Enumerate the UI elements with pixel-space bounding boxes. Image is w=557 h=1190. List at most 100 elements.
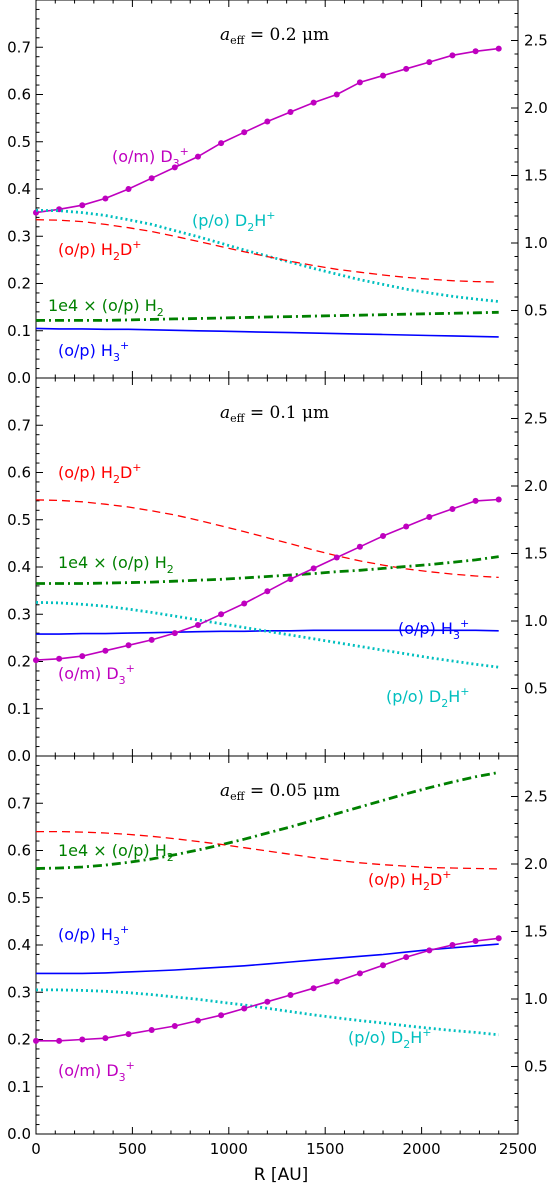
y-right-tick-label: 2.5 <box>524 788 548 806</box>
y-right-tick-label: 1.0 <box>524 234 548 252</box>
series-label: 1e4 × (o/p) H2 <box>48 296 164 319</box>
data-point <box>426 514 433 521</box>
data-point <box>125 642 132 649</box>
y-left-tick-label: 0.6 <box>7 842 31 860</box>
series-label: (p/o) D2H+ <box>192 209 275 234</box>
y-right-tick-label: 0.5 <box>524 302 548 320</box>
data-point <box>495 935 502 942</box>
series-label: 1e4 × (o/p) H2 <box>58 841 174 864</box>
series-label: 1e4 × (o/p) H2 <box>58 553 174 576</box>
series-label: (o/p) H3+ <box>58 339 129 364</box>
data-point <box>241 1005 248 1012</box>
y-right-tick-label: 1.0 <box>524 990 548 1008</box>
series-label: (o/p) H3+ <box>58 923 129 948</box>
data-point <box>380 962 387 969</box>
data-point <box>148 175 155 182</box>
y-left-tick-label: 0.4 <box>7 936 31 954</box>
y-left-tick-label: 0.5 <box>7 511 31 529</box>
y-right-tick-label: 0.5 <box>524 1058 548 1076</box>
data-point <box>79 202 86 209</box>
y-left-tick-label: 0.7 <box>7 416 31 434</box>
series-line <box>35 47 499 214</box>
y-left-tick-label: 0.0 <box>7 1125 31 1143</box>
data-point <box>356 79 363 86</box>
data-point <box>264 998 271 1005</box>
series-line <box>36 943 499 975</box>
y-left-tick-label: 0.2 <box>7 1031 31 1049</box>
data-point <box>241 129 248 136</box>
data-point <box>79 1036 86 1043</box>
data-point <box>310 565 317 572</box>
y-left-tick-label: 0.4 <box>7 180 31 198</box>
data-point <box>287 109 294 116</box>
chart-panel: 0.0 0.1 0.2 0.3 0.4 0.5 0.6 0.7 0.5 1.0 1.5 2.0 2.5 a… <box>7 377 548 765</box>
chart-panel: 0.0 0.1 0.2 0.3 0.4 0.5 0.6 0.7 0.5 1.0 1.5 2.0 2.5 a… <box>7 0 548 387</box>
data-point <box>148 636 155 643</box>
series-line <box>35 219 499 283</box>
x-axis-label: R [AU] <box>254 1165 309 1185</box>
y-left-tick-label: 0.3 <box>7 983 31 1001</box>
panels: 0.0 0.1 0.2 0.3 0.4 0.5 0.6 0.7 0.5 1.0 1.5 2.0 2.5 a… <box>7 0 548 1158</box>
y-left-tick-label: 0.1 <box>7 322 31 340</box>
data-point <box>333 978 340 985</box>
data-point <box>241 600 248 607</box>
y-right-tick-label: 2.0 <box>524 477 548 495</box>
data-point <box>102 195 109 202</box>
data-point <box>426 947 433 954</box>
data-point <box>472 937 479 944</box>
data-point <box>449 52 456 59</box>
x-tick-label: 0 <box>31 1140 41 1158</box>
data-point <box>333 554 340 561</box>
data-point <box>102 1035 109 1042</box>
series-line <box>36 555 499 585</box>
data-point <box>472 48 479 55</box>
data-point <box>449 942 456 948</box>
data-point <box>218 611 225 618</box>
y-left-tick-label: 0.6 <box>7 464 31 482</box>
series-label: (o/p) H2D+ <box>58 238 141 263</box>
y-left-tick-label: 0.2 <box>7 275 31 293</box>
data-point <box>79 653 86 660</box>
data-point <box>426 59 433 66</box>
y-right-tick-label: 1.5 <box>524 923 548 941</box>
y-left-tick-label: 0.3 <box>7 227 31 245</box>
data-point <box>380 72 387 79</box>
y-left-tick-label: 0.4 <box>7 558 31 576</box>
y-left-tick-label: 0.5 <box>7 133 31 151</box>
data-point <box>125 1031 132 1038</box>
data-point <box>33 657 39 664</box>
data-point <box>287 991 294 998</box>
y-right-tick-label: 0.5 <box>524 680 548 698</box>
data-point <box>171 164 178 171</box>
series-label: (p/o) D2H+ <box>386 685 469 710</box>
y-right-tick-label: 1.5 <box>524 545 548 563</box>
series-label: (o/p) H3+ <box>398 617 469 642</box>
data-point <box>403 954 410 961</box>
data-point <box>102 647 109 654</box>
y-left-tick-label: 0.1 <box>7 700 31 718</box>
y-right-tick-label: 2.5 <box>524 32 548 50</box>
data-point <box>194 622 201 629</box>
data-point <box>403 523 410 530</box>
data-point <box>495 496 502 503</box>
chart-panel: 0 500 1000 1500 2000 2500 0.0 0.1 0.2 0.3 0.4 0.5 0.… <box>7 755 548 1158</box>
y-left-tick-label: 0.2 <box>7 653 31 671</box>
series-line <box>36 629 499 635</box>
y-left-tick-label: 0.0 <box>7 369 31 387</box>
series-label: (o/p) H2D+ <box>368 868 451 893</box>
series-line <box>35 771 499 870</box>
data-point <box>56 655 63 662</box>
y-left-tick-label: 0.5 <box>7 889 31 907</box>
data-point <box>194 153 201 160</box>
data-point <box>356 543 363 550</box>
panel-title: aeff = 0.1 μm <box>220 403 329 425</box>
y-right-tick-label: 1.5 <box>524 167 548 185</box>
series-label: (p/o) D2H+ <box>348 1026 431 1051</box>
y-left-tick-label: 0.7 <box>7 794 31 812</box>
data-point <box>125 186 132 192</box>
y-left-tick-label: 0.7 <box>7 38 31 56</box>
data-point <box>495 45 502 52</box>
x-tick-label: 500 <box>118 1140 147 1158</box>
series-line <box>35 327 499 338</box>
